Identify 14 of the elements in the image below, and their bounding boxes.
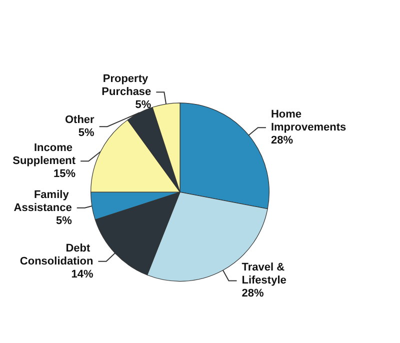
slice-label: Property Purchase [102,73,152,98]
data-label: 28% [242,288,264,300]
data-label: 15% [54,168,76,180]
data-label: 5% [78,127,95,140]
slice-label: Home Improvements [270,108,346,134]
slice-label: Debt Consolidation [20,242,94,268]
slice-label: Other [64,114,96,126]
data-label: 5% [56,214,72,227]
data-label: 14% [71,268,94,280]
slice-label: Family Assistance [14,188,72,214]
slice-label: Income Supplement [12,142,76,168]
data-label: 28% [270,134,294,147]
slice-label: Travel & Lifestyle [242,262,288,287]
data-label: 5% [135,99,152,112]
